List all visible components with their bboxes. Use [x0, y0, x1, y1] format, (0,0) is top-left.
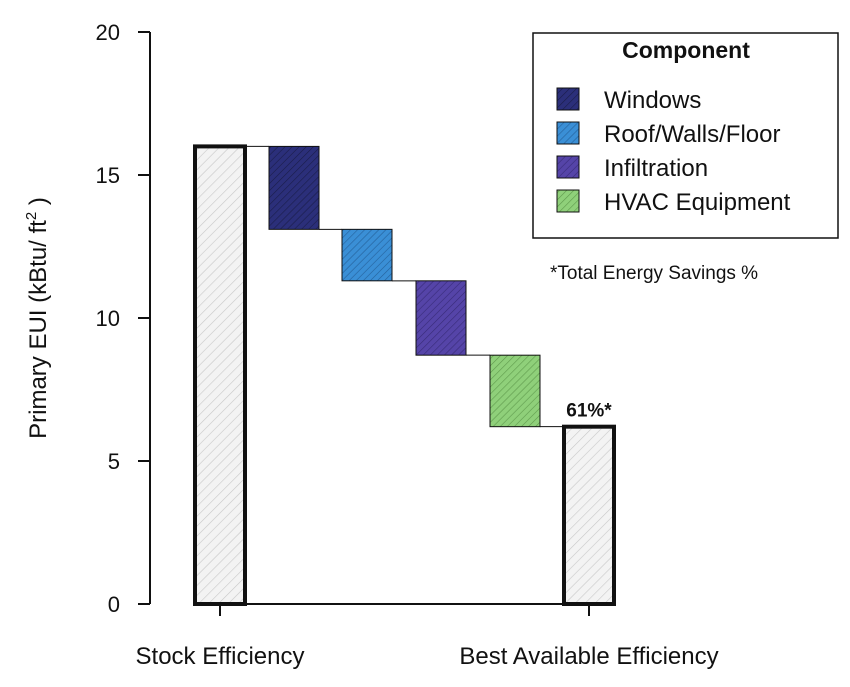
x-category-label-best: Best Available Efficiency: [459, 643, 718, 670]
y-axis-title: Primary EUI (kBtu/ ft2 ): [23, 197, 52, 439]
legend-label: Roof/Walls/Floor: [604, 121, 780, 148]
legend-swatch: [556, 155, 580, 179]
legend-box: [532, 32, 839, 239]
savings-percent-label: 61%*: [566, 401, 612, 422]
legend-swatch: [556, 87, 580, 111]
y-axis-ticks: 0 5 10 15 20: [96, 20, 150, 617]
step-bar: [415, 280, 467, 356]
legend-swatch: [556, 121, 580, 145]
connector-lines: [247, 145, 564, 428]
legend-label: Infiltration: [604, 155, 708, 182]
y-tick-label: 10: [96, 306, 120, 331]
x-category-label-stock: Stock Efficiency: [136, 643, 305, 670]
y-tick-label: 5: [108, 449, 120, 474]
legend-items: Windows Roof/Walls/Floor Infiltration HVAC …: [556, 87, 791, 216]
legend: Component Windows Roof/Walls/Floor Infiltr…: [532, 32, 839, 239]
legend-swatch: [556, 189, 580, 213]
y-tick-label: 15: [96, 163, 120, 188]
total-bar: [562, 424, 616, 606]
y-tick-label: 20: [96, 20, 120, 45]
step-bar: [268, 145, 320, 230]
total-bar: [193, 144, 247, 606]
step-bar: [341, 228, 393, 282]
total-savings-note: *Total Energy Savings %: [550, 263, 758, 284]
y-tick-label: 0: [108, 592, 120, 617]
legend-label: HVAC Equipment: [604, 189, 791, 216]
legend-title: Component: [622, 37, 750, 63]
legend-label: Windows: [604, 87, 701, 114]
step-bar: [489, 354, 541, 428]
